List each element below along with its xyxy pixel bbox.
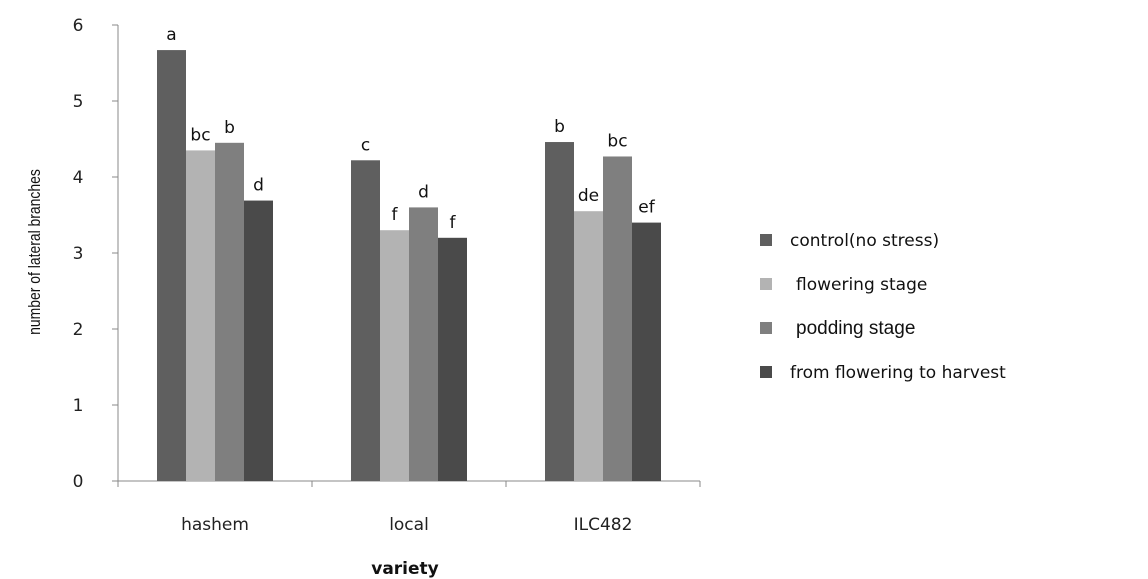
legend-label: podding stage bbox=[796, 318, 915, 339]
legend-swatch bbox=[760, 366, 772, 378]
y-axis-title: number of lateral branches bbox=[26, 169, 45, 335]
bar bbox=[351, 160, 380, 481]
bar bbox=[215, 142, 244, 482]
category-label: hashem bbox=[181, 515, 249, 535]
bar bbox=[632, 222, 661, 481]
y-tick-label: 1 bbox=[73, 396, 84, 416]
legend: control(no stress) flowering stage podding… bbox=[760, 231, 1006, 383]
y-tick-label: 6 bbox=[73, 16, 84, 36]
legend-label: control(no stress) bbox=[790, 231, 939, 251]
bar-letter-label: d bbox=[253, 176, 264, 196]
category-label: local bbox=[389, 515, 429, 535]
legend-swatch bbox=[760, 234, 772, 246]
bar bbox=[157, 50, 186, 481]
bar-letter-label: f bbox=[392, 205, 399, 225]
bar-letter-label: de bbox=[578, 186, 599, 206]
legend-swatch bbox=[760, 278, 772, 290]
y-tick-label: 2 bbox=[73, 320, 84, 340]
x-axis bbox=[117, 480, 701, 487]
category-labels: hashem local ILC482 bbox=[181, 515, 632, 535]
bar-letter-label: ef bbox=[638, 198, 655, 218]
bars bbox=[157, 50, 661, 482]
bar-letter-label: c bbox=[361, 135, 370, 155]
x-axis-title: variety bbox=[371, 559, 439, 579]
y-axis bbox=[112, 24, 119, 482]
bar-letter-label: bc bbox=[607, 131, 627, 151]
bar-letter-label: bc bbox=[190, 125, 210, 145]
bar bbox=[186, 150, 215, 481]
bar-letter-label: b bbox=[224, 118, 235, 138]
bar-letter-label: f bbox=[450, 213, 457, 233]
bar bbox=[438, 237, 467, 481]
bar-letter-label: b bbox=[554, 117, 565, 137]
y-tick-label: 5 bbox=[73, 92, 84, 112]
y-tick-labels: 0 1 2 3 4 5 6 bbox=[73, 16, 84, 492]
y-tick-label: 0 bbox=[73, 472, 84, 492]
bar bbox=[380, 230, 409, 481]
bar-letter-label: a bbox=[166, 25, 176, 45]
category-label: ILC482 bbox=[574, 515, 633, 535]
bar bbox=[244, 200, 273, 481]
y-tick-label: 3 bbox=[73, 244, 84, 264]
legend-label: from flowering to harvest bbox=[790, 363, 1006, 383]
bar bbox=[574, 211, 603, 481]
y-tick-label: 4 bbox=[73, 168, 84, 188]
bar bbox=[603, 156, 632, 482]
legend-label: flowering stage bbox=[796, 275, 927, 295]
bar bbox=[545, 142, 574, 482]
legend-swatch bbox=[760, 322, 772, 334]
bar-letter-label: d bbox=[418, 182, 429, 202]
bar bbox=[409, 207, 438, 481]
